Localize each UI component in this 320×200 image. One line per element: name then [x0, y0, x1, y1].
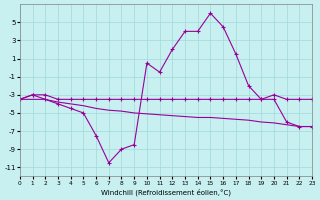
X-axis label: Windchill (Refroidissement éolien,°C): Windchill (Refroidissement éolien,°C) [101, 188, 231, 196]
